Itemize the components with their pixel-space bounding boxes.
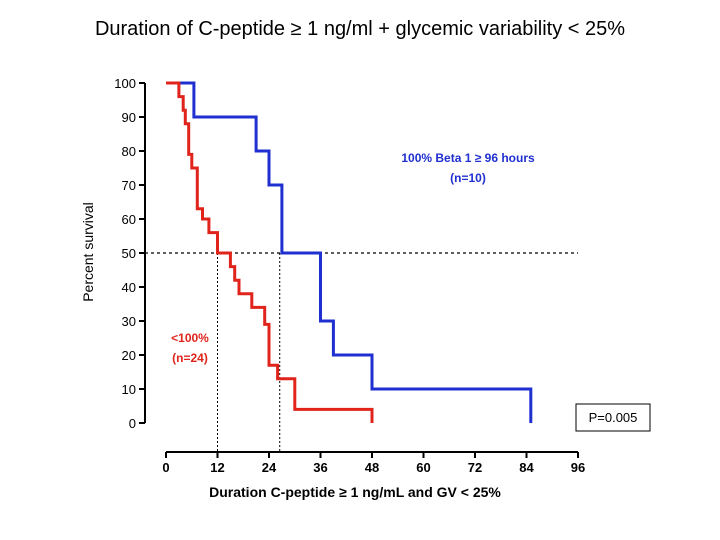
red-survival-curve <box>166 81 374 423</box>
y-tick-label: 0 <box>129 416 136 431</box>
x-axis: 0 12 24 36 48 60 72 84 96 <box>162 451 585 475</box>
y-tick-label: 90 <box>122 110 136 125</box>
y-axis-label: Percent survival <box>80 202 96 302</box>
pvalue-box <box>575 403 651 432</box>
x-tick-label: 48 <box>365 460 379 475</box>
x-tick-label: 12 <box>210 460 224 475</box>
y-axis: 0 10 20 30 40 50 60 70 80 90 100 <box>114 76 146 431</box>
pvalue-label: P=0.005 <box>589 410 638 425</box>
x-tick-label: 72 <box>468 460 482 475</box>
y-tick-label: 80 <box>122 144 136 159</box>
red-series-n-label: (n=24) <box>172 351 208 365</box>
y-tick-label: 10 <box>122 382 136 397</box>
x-tick-label: 60 <box>416 460 430 475</box>
y-tick-label: 100 <box>114 76 136 91</box>
slide-title: Duration of C-peptide ≥ 1 ng/ml + glycem… <box>94 18 626 40</box>
x-tick-label: 36 <box>313 460 327 475</box>
series-layer <box>166 81 533 423</box>
y-tick-label: 60 <box>122 212 136 227</box>
x-tick-label: 96 <box>571 460 585 475</box>
y-tick-label: 40 <box>122 280 136 295</box>
x-axis-label: Duration C-peptide ≥ 1 ng/mL and GV < 25… <box>209 484 501 500</box>
blue-series-label: 100% Beta 1 ≥ 96 hours <box>401 151 535 165</box>
x-tick-label: 24 <box>262 460 277 475</box>
red-series-label: <100% <box>171 331 209 345</box>
reference-lines <box>145 252 578 452</box>
x-tick-label: 0 <box>162 460 169 475</box>
blue-survival-curve <box>166 81 533 423</box>
y-tick-label: 30 <box>122 314 136 329</box>
blue-series-n-label: (n=10) <box>450 171 486 185</box>
y-tick-label: 50 <box>122 246 136 261</box>
y-tick-label: 20 <box>122 348 136 363</box>
x-tick-label: 84 <box>519 460 534 475</box>
y-tick-label: 70 <box>122 178 136 193</box>
